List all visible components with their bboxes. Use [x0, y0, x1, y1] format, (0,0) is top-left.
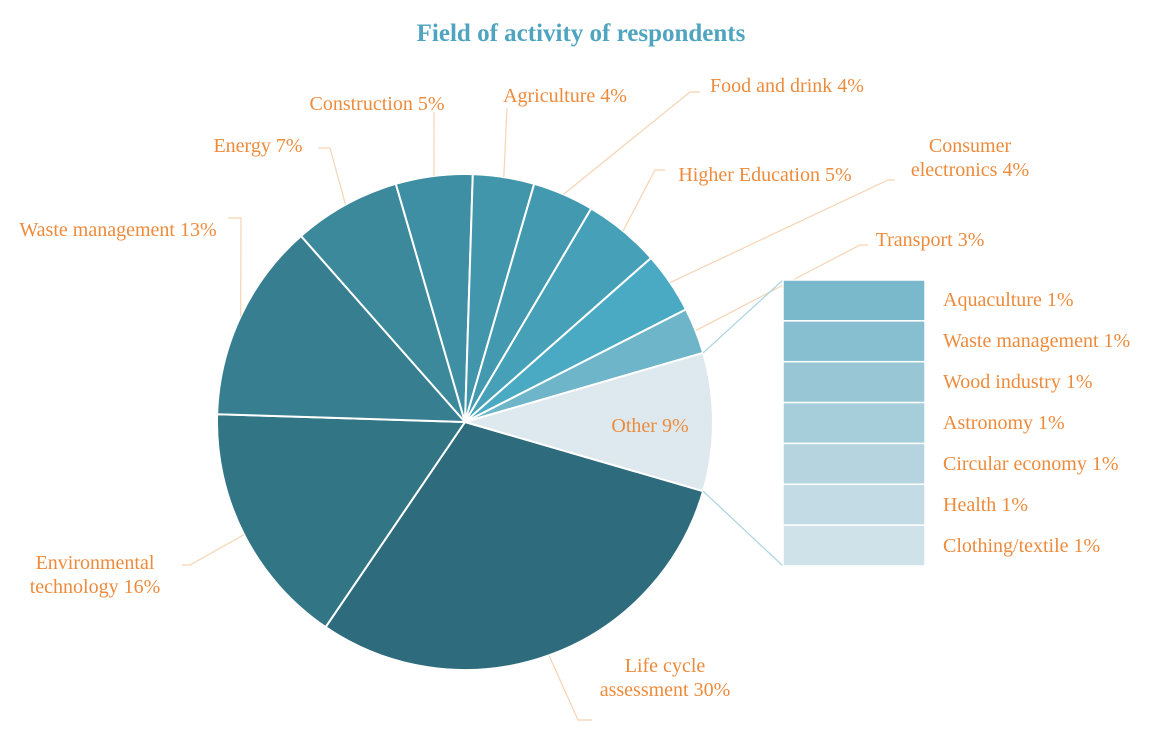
bar-segment — [782, 442, 926, 486]
label-name: Circular economy — [943, 452, 1087, 475]
slice-label: Transport 3% — [876, 228, 985, 252]
label-value: 5% — [417, 93, 445, 115]
leader-line — [503, 107, 508, 178]
leader-line — [318, 147, 347, 205]
leader-line — [548, 655, 592, 721]
slice-label: Environmental technology 16% — [3, 551, 188, 599]
label-value: 9% — [661, 415, 689, 437]
slice-label: Energy 7% — [213, 134, 302, 158]
bar-segment — [782, 524, 926, 567]
label-value: 16% — [123, 576, 161, 598]
label-value: 30% — [693, 679, 731, 701]
label-name: Waste management — [19, 219, 175, 241]
label-value: 1% — [1065, 371, 1093, 394]
slice-label: Agriculture 4% — [503, 84, 627, 108]
connector-line — [702, 490, 784, 567]
label-name: Agriculture — [503, 85, 596, 107]
bar-label: Waste management 1% — [943, 330, 1158, 352]
label-value: 13% — [179, 219, 217, 241]
slice-label: Higher Education 5% — [665, 163, 865, 187]
label-name: Aquaculture — [943, 289, 1042, 312]
label-value: 1% — [1038, 412, 1065, 434]
slice-label: Consumer electronics 4% — [885, 134, 1055, 182]
leader-line — [695, 244, 868, 332]
bar-segment — [782, 320, 926, 363]
pie-slice — [461, 351, 714, 493]
bar-label: Circular economy 1% — [943, 453, 1158, 475]
label-name: Energy — [213, 135, 271, 157]
pie-slice — [299, 182, 466, 423]
label-value: 1% — [1091, 452, 1119, 475]
leader-line — [622, 169, 665, 232]
bar-segment — [782, 279, 926, 322]
label-value: 1% — [1073, 534, 1101, 557]
bar-label: Aquaculture 1% — [943, 289, 1158, 311]
slice-label: Construction 5% — [309, 92, 444, 116]
label-name: Waste management — [943, 330, 1099, 353]
label-value: 4% — [837, 75, 864, 97]
slice-label: Life cycle assessment 30% — [583, 654, 748, 702]
label-name: Health — [943, 493, 997, 516]
slice-label: Food and drink 4% — [710, 74, 864, 98]
chart-title: Field of activity of respondents — [416, 20, 746, 47]
bar-label: Astronomy 1% — [943, 412, 1158, 434]
label-name: Life cycle assessment — [599, 655, 706, 701]
label-value: 1% — [1046, 289, 1074, 312]
label-name: Consumer electronics — [910, 135, 1012, 181]
leader-line — [669, 179, 895, 284]
label-name: Food and drink — [710, 75, 833, 97]
leader-line — [563, 91, 700, 195]
label-name: Construction — [309, 93, 413, 115]
bar-segment — [782, 360, 926, 404]
bar-label: Health 1% — [943, 494, 1158, 516]
pie-slice — [216, 413, 467, 629]
label-name: Transport — [875, 229, 953, 251]
leader-line — [228, 217, 242, 317]
label-value: 3% — [957, 229, 985, 251]
label-value: 1% — [1001, 493, 1028, 516]
label-name: Astronomy — [943, 412, 1033, 434]
label-value: 1% — [1103, 330, 1131, 353]
bar-segment — [782, 401, 926, 445]
label-value: 5% — [824, 164, 852, 186]
bar-label: Wood industry 1% — [943, 371, 1158, 393]
label-name: Clothing/textile — [943, 534, 1069, 557]
label-name: Higher Education — [678, 164, 820, 186]
slice-label: Other 9% — [611, 414, 688, 438]
label-value: 4% — [1002, 159, 1030, 181]
label-name: Other — [611, 415, 657, 437]
leader-line — [182, 534, 245, 566]
connector-line — [702, 279, 784, 354]
bar-label: Clothing/textile 1% — [943, 535, 1158, 557]
label-value: 7% — [275, 135, 303, 157]
label-name: Environmental technology — [29, 552, 155, 598]
label-value: 4% — [600, 85, 627, 107]
label-name: Wood industry — [943, 371, 1061, 394]
slice-label: Waste management 13% — [1, 218, 236, 242]
bar-segment — [782, 483, 926, 526]
